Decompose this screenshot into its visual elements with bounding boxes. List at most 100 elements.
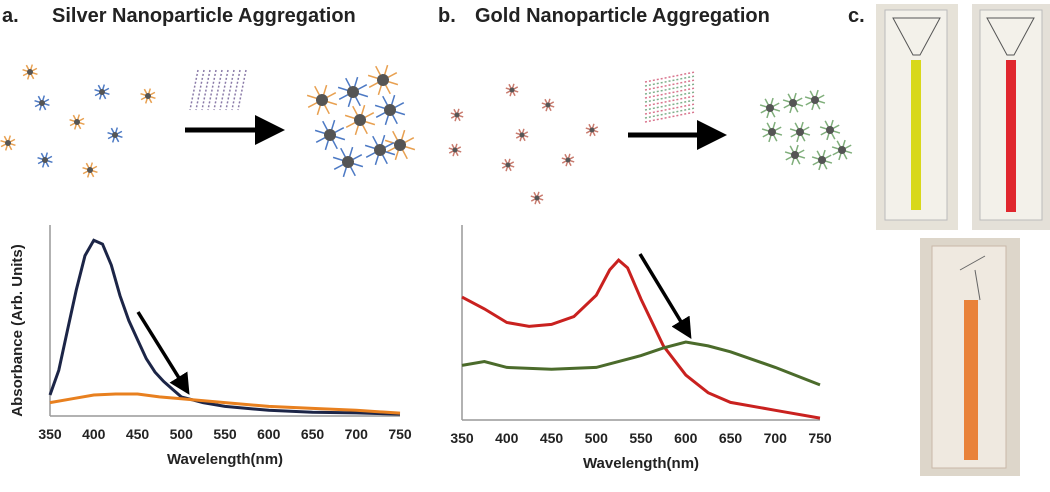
core xyxy=(796,128,804,136)
particle xyxy=(561,153,575,167)
chart-title: Silver Nanoparticle Aggregation xyxy=(52,5,356,27)
core xyxy=(789,99,797,107)
core xyxy=(87,167,93,173)
particle xyxy=(782,92,804,114)
particle xyxy=(364,134,396,166)
series-line xyxy=(461,340,821,387)
particle xyxy=(69,114,85,130)
y-axis-label: Absorbance (Arb. Units) xyxy=(9,244,26,417)
core xyxy=(519,132,525,138)
series-line xyxy=(461,258,821,420)
particle xyxy=(337,76,369,108)
x-tick-label: 700 xyxy=(345,426,369,442)
particle xyxy=(450,108,464,122)
core xyxy=(42,157,48,163)
particle xyxy=(501,158,515,172)
particle xyxy=(0,135,16,151)
panel-label: c. xyxy=(848,5,865,27)
x-tick-label: 750 xyxy=(388,426,412,442)
core xyxy=(791,151,799,159)
particle xyxy=(374,94,406,126)
particle xyxy=(384,129,416,161)
x-tick-label: 650 xyxy=(719,430,743,446)
nanoparticles xyxy=(0,64,853,205)
core xyxy=(347,86,359,98)
trend-arrow xyxy=(136,311,190,395)
core xyxy=(589,127,595,133)
core xyxy=(316,94,328,106)
reaction-arrows xyxy=(185,69,727,150)
particle xyxy=(82,162,98,178)
x-tick-label: 650 xyxy=(301,426,325,442)
x-tick-label: 550 xyxy=(629,430,653,446)
core xyxy=(452,147,458,153)
core xyxy=(509,87,515,93)
particle xyxy=(140,88,156,104)
core xyxy=(811,96,819,104)
particle xyxy=(530,191,544,205)
particle xyxy=(448,143,462,157)
particle xyxy=(332,146,364,178)
x-tick-label: 350 xyxy=(450,430,474,446)
trend-arrow xyxy=(638,253,692,339)
core xyxy=(74,119,80,125)
x-tick-label: 600 xyxy=(674,430,698,446)
core xyxy=(39,100,45,106)
core xyxy=(505,162,511,168)
particle xyxy=(759,97,781,119)
core xyxy=(454,112,460,118)
particle xyxy=(107,127,123,143)
core xyxy=(766,104,774,112)
core xyxy=(545,102,551,108)
core xyxy=(354,114,366,126)
x-tick-label: 400 xyxy=(495,430,519,446)
series-line xyxy=(49,392,401,415)
particle xyxy=(789,121,811,143)
particle xyxy=(831,139,853,161)
core xyxy=(5,140,11,146)
x-tick-label: 450 xyxy=(126,426,150,442)
x-tick-label: 500 xyxy=(585,430,609,446)
core xyxy=(394,139,406,151)
particle xyxy=(515,128,529,142)
particle xyxy=(804,89,826,111)
x-tick-label: 500 xyxy=(170,426,194,442)
particle xyxy=(541,98,555,112)
core xyxy=(534,195,540,201)
particle xyxy=(314,119,346,151)
core xyxy=(342,156,354,168)
x-tick-label: 750 xyxy=(808,430,832,446)
series-line xyxy=(48,238,401,416)
particle xyxy=(585,123,599,137)
core xyxy=(324,129,336,141)
particle xyxy=(22,64,38,80)
particle xyxy=(344,104,376,136)
core xyxy=(838,146,846,154)
chart-title: Gold Nanoparticle Aggregation xyxy=(475,5,770,27)
particle xyxy=(505,83,519,97)
particle xyxy=(819,119,841,141)
particle xyxy=(811,149,833,171)
x-tick-label: 600 xyxy=(257,426,281,442)
core xyxy=(768,128,776,136)
panel-label: a. xyxy=(2,5,19,27)
particle xyxy=(34,95,50,111)
x-tick-label: 700 xyxy=(764,430,788,446)
particle xyxy=(784,144,806,166)
x-axis-label: Wavelength(nm) xyxy=(583,455,699,472)
particle xyxy=(94,84,110,100)
panel-label: b. xyxy=(438,5,456,27)
core xyxy=(377,74,389,86)
x-axis-label: Wavelength(nm) xyxy=(167,451,283,468)
x-tick-label: 350 xyxy=(38,426,62,442)
core xyxy=(112,132,118,138)
particle xyxy=(367,64,399,96)
x-tick-label: 450 xyxy=(540,430,564,446)
core xyxy=(374,144,386,156)
core xyxy=(27,69,33,75)
particle xyxy=(306,84,338,116)
particle xyxy=(761,121,783,143)
core xyxy=(826,126,834,134)
x-tick-label: 550 xyxy=(213,426,237,442)
core xyxy=(818,156,826,164)
